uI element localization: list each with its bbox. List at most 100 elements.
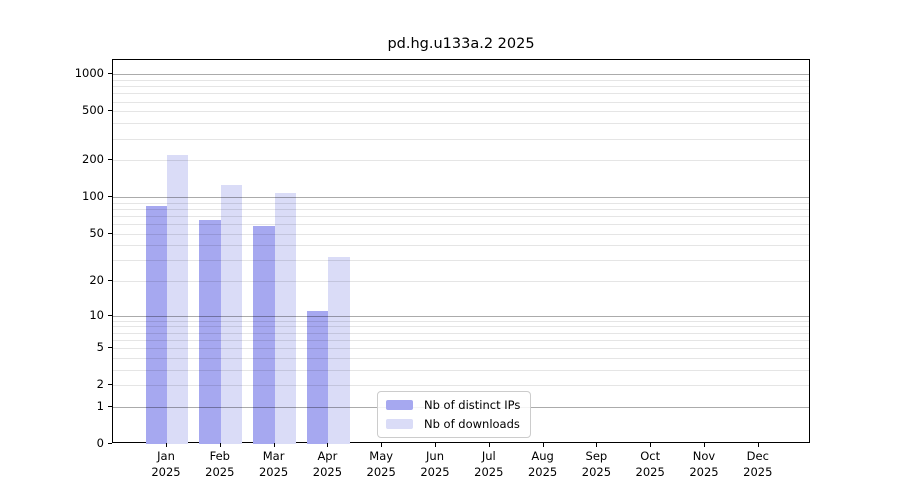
- gridline-major-10: [113, 315, 809, 317]
- x-tick-year: 2025: [420, 464, 450, 479]
- y-tick-mark-100: [108, 196, 112, 198]
- y-tick-label-5: 5: [96, 340, 104, 355]
- x-tick-mark-oct: [650, 443, 652, 447]
- gridline-minor-9: [113, 320, 809, 322]
- x-tick-label-apr: Apr 2025: [299, 449, 355, 480]
- gridline-minor-600: [113, 101, 809, 103]
- x-tick-mark-apr: [327, 443, 329, 447]
- y-tick-mark-1: [108, 405, 112, 407]
- x-tick-mark-aug: [542, 443, 544, 447]
- x-tick-month: May: [369, 449, 394, 463]
- x-tick-month: Feb: [209, 449, 230, 463]
- x-tick-mark-jul: [488, 443, 490, 447]
- x-tick-label-oct: Oct 2025: [622, 449, 678, 480]
- y-tick-mark-20: [108, 280, 112, 282]
- gridline-minor-900: [113, 79, 809, 81]
- bar-distinct-ips-mar: [253, 225, 275, 444]
- y-tick-label-0: 0: [96, 436, 104, 450]
- y-tick-label-100: 100: [82, 189, 104, 204]
- x-tick-month: Mar: [262, 449, 285, 463]
- gridline-minor-6: [113, 339, 809, 341]
- x-tick-mark-jan: [166, 443, 167, 447]
- bar-downloads-jan: [167, 155, 189, 444]
- legend: Nb of distinct IPs Nb of downloads: [377, 391, 532, 438]
- y-tick-label-10: 10: [89, 307, 104, 322]
- x-tick-year: 2025: [205, 464, 235, 479]
- legend-swatch-downloads: [386, 419, 413, 429]
- x-tick-year: 2025: [743, 464, 773, 479]
- x-tick-label-jan: Jan 2025: [138, 449, 194, 480]
- legend-item-distinct-ips: Nb of distinct IPs: [386, 398, 520, 412]
- gridline-minor-500: [113, 111, 809, 113]
- x-tick-month: Jun: [426, 449, 444, 463]
- gridline-minor-700: [113, 93, 809, 95]
- x-tick-mark-sep: [596, 443, 598, 447]
- x-tick-year: 2025: [635, 464, 665, 479]
- gridline-minor-4: [113, 357, 809, 359]
- x-tick-label-jul: Jul 2025: [461, 449, 517, 480]
- x-tick-month: Aug: [531, 449, 554, 463]
- legend-label-distinct-ips: Nb of distinct IPs: [424, 398, 521, 412]
- gridline-minor-5: [113, 348, 809, 350]
- bar-distinct-ips-feb: [199, 219, 221, 444]
- x-tick-year: 2025: [474, 464, 504, 479]
- x-tick-year: 2025: [312, 464, 343, 479]
- y-tick-label-50: 50: [89, 225, 104, 240]
- gridline-minor-20: [113, 281, 809, 283]
- y-tick-mark-5: [108, 347, 112, 349]
- y-tick-label-2: 2: [96, 377, 104, 392]
- gridline-minor-70: [113, 215, 809, 217]
- gridline-minor-7: [113, 332, 809, 334]
- gridline-minor-3: [113, 369, 809, 371]
- x-tick-month: Nov: [692, 449, 716, 463]
- y-tick-label-200: 200: [82, 152, 104, 167]
- gridline-minor-40: [113, 245, 809, 247]
- x-tick-label-feb: Feb 2025: [192, 449, 248, 480]
- x-tick-year: 2025: [689, 464, 719, 479]
- x-tick-month: Apr: [317, 449, 338, 463]
- bar-downloads-apr: [328, 256, 350, 444]
- x-tick-year: 2025: [366, 464, 396, 479]
- x-tick-month: Dec: [746, 449, 769, 463]
- y-tick-label-20: 20: [89, 273, 104, 288]
- y-tick-label-1: 1: [96, 398, 104, 413]
- y-tick-label-1000: 1000: [74, 66, 104, 81]
- plot-area: [112, 59, 810, 444]
- x-tick-label-sep: Sep 2025: [568, 449, 624, 480]
- x-tick-mark-feb: [219, 443, 221, 447]
- x-tick-mark-nov: [704, 443, 705, 447]
- x-tick-label-nov: Nov 2025: [676, 449, 732, 480]
- gridline-major-1000: [113, 74, 809, 76]
- y-tick-mark-0: [108, 443, 112, 444]
- gridline-minor-8: [113, 326, 809, 328]
- legend-label-downloads: Nb of downloads: [424, 417, 520, 431]
- x-tick-mark-may: [381, 443, 383, 447]
- x-tick-mark-dec: [757, 443, 759, 447]
- x-tick-label-dec: Dec 2025: [730, 449, 786, 480]
- bar-distinct-ips-jan: [145, 206, 167, 444]
- gridline-minor-90: [113, 202, 809, 204]
- x-tick-label-jun: Jun 2025: [407, 449, 463, 480]
- x-tick-month: Jan: [157, 449, 175, 463]
- x-tick-mark-mar: [273, 443, 275, 447]
- y-tick-mark-50: [108, 232, 112, 234]
- gridline-minor-50: [113, 233, 809, 235]
- x-tick-mark-jun: [435, 443, 436, 447]
- y-tick-label-500: 500: [82, 103, 104, 118]
- y-tick-mark-1000: [108, 73, 112, 75]
- bar-downloads-feb: [220, 185, 243, 444]
- x-tick-label-aug: Aug 2025: [515, 449, 571, 480]
- y-tick-mark-500: [108, 110, 112, 112]
- gridline-minor-80: [113, 208, 809, 210]
- x-tick-year: 2025: [258, 464, 289, 479]
- legend-item-downloads: Nb of downloads: [386, 417, 520, 431]
- x-tick-month: Oct: [640, 449, 661, 463]
- y-tick-mark-200: [108, 159, 112, 161]
- gridline-minor-30: [113, 260, 809, 262]
- gridline-minor-400: [113, 123, 809, 125]
- gridline-minor-2: [113, 385, 809, 387]
- y-tick-mark-2: [108, 384, 112, 386]
- x-tick-year: 2025: [581, 464, 612, 479]
- gridline-minor-800: [113, 86, 809, 88]
- x-tick-label-may: May 2025: [353, 449, 409, 480]
